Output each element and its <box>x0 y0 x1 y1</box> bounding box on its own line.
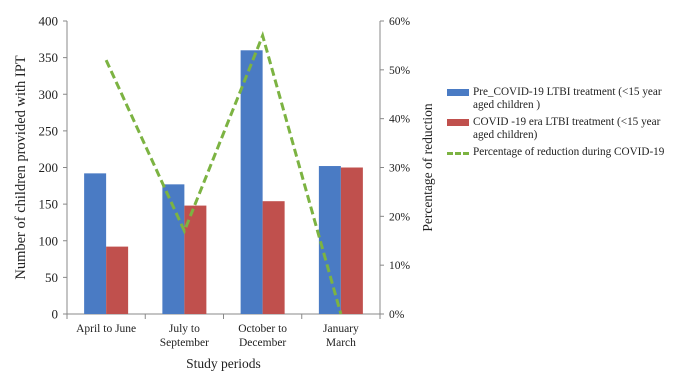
x-tick-label: March <box>326 337 356 349</box>
line-reduction <box>104 30 343 315</box>
x-tick-label: September <box>160 337 209 349</box>
y2-tick-label: 50% <box>389 65 411 77</box>
legend-label-pre-covid: Pre_COVID-19 LTBI treatment (<15 year ag… <box>473 86 662 111</box>
y2-tick-label: 10% <box>389 260 411 272</box>
y-tick-label: 50 <box>45 270 58 285</box>
y-tick-label: 200 <box>39 160 59 175</box>
legend-label-reduction: Percentage of reduction during COVID-19 <box>473 146 665 158</box>
bar-covid-era <box>340 167 363 314</box>
y-axis-title: Number of children provided with IPT <box>13 55 29 279</box>
legend-swatch-pre-covid <box>447 89 469 96</box>
y-tick-label: 150 <box>39 197 59 212</box>
bar-covid-era <box>106 246 129 314</box>
x-axis-title: Study periods <box>186 356 261 371</box>
y-tick-label: 400 <box>39 14 59 29</box>
legend-label-covid-era: COVID -19 era LTBI treatment (<15 year a… <box>473 116 661 141</box>
y2-tick-label: 60% <box>389 16 411 28</box>
legend-swatch-reduction <box>447 152 469 155</box>
bar-covid-era <box>262 201 285 314</box>
y2-tick-label: 0% <box>389 309 405 321</box>
y2-tick-label: 30% <box>389 163 411 175</box>
y2-tick-label: 20% <box>389 211 411 223</box>
x-tick-label: January <box>323 323 359 335</box>
bar-covid-era <box>184 205 207 314</box>
legend: Pre_COVID-19 LTBI treatment (<15 year ag… <box>447 86 683 163</box>
legend-swatch-covid-era <box>447 119 469 126</box>
x-tick-label: April to June <box>76 323 136 335</box>
bar-pre-covid <box>84 173 107 314</box>
bar-pre-covid <box>318 166 341 314</box>
y-tick-label: 350 <box>39 50 59 65</box>
y2-tick-label: 40% <box>389 114 411 126</box>
y-tick-label: 250 <box>39 123 59 138</box>
y2-axis-title: Percentage of reduction <box>420 103 435 231</box>
x-tick-label: December <box>239 337 286 349</box>
x-tick-label: October to <box>238 323 287 335</box>
legend-item-reduction: Percentage of reduction during COVID-19 <box>447 146 683 159</box>
y-tick-label: 0 <box>52 307 59 322</box>
y-tick-label: 300 <box>39 87 59 102</box>
y-tick-label: 100 <box>39 233 59 248</box>
x-tick-label: July to <box>169 323 200 335</box>
bar-pre-covid <box>240 50 263 315</box>
legend-item-covid-era: COVID -19 era LTBI treatment (<15 year a… <box>447 116 683 142</box>
legend-item-pre-covid: Pre_COVID-19 LTBI treatment (<15 year ag… <box>447 86 683 112</box>
